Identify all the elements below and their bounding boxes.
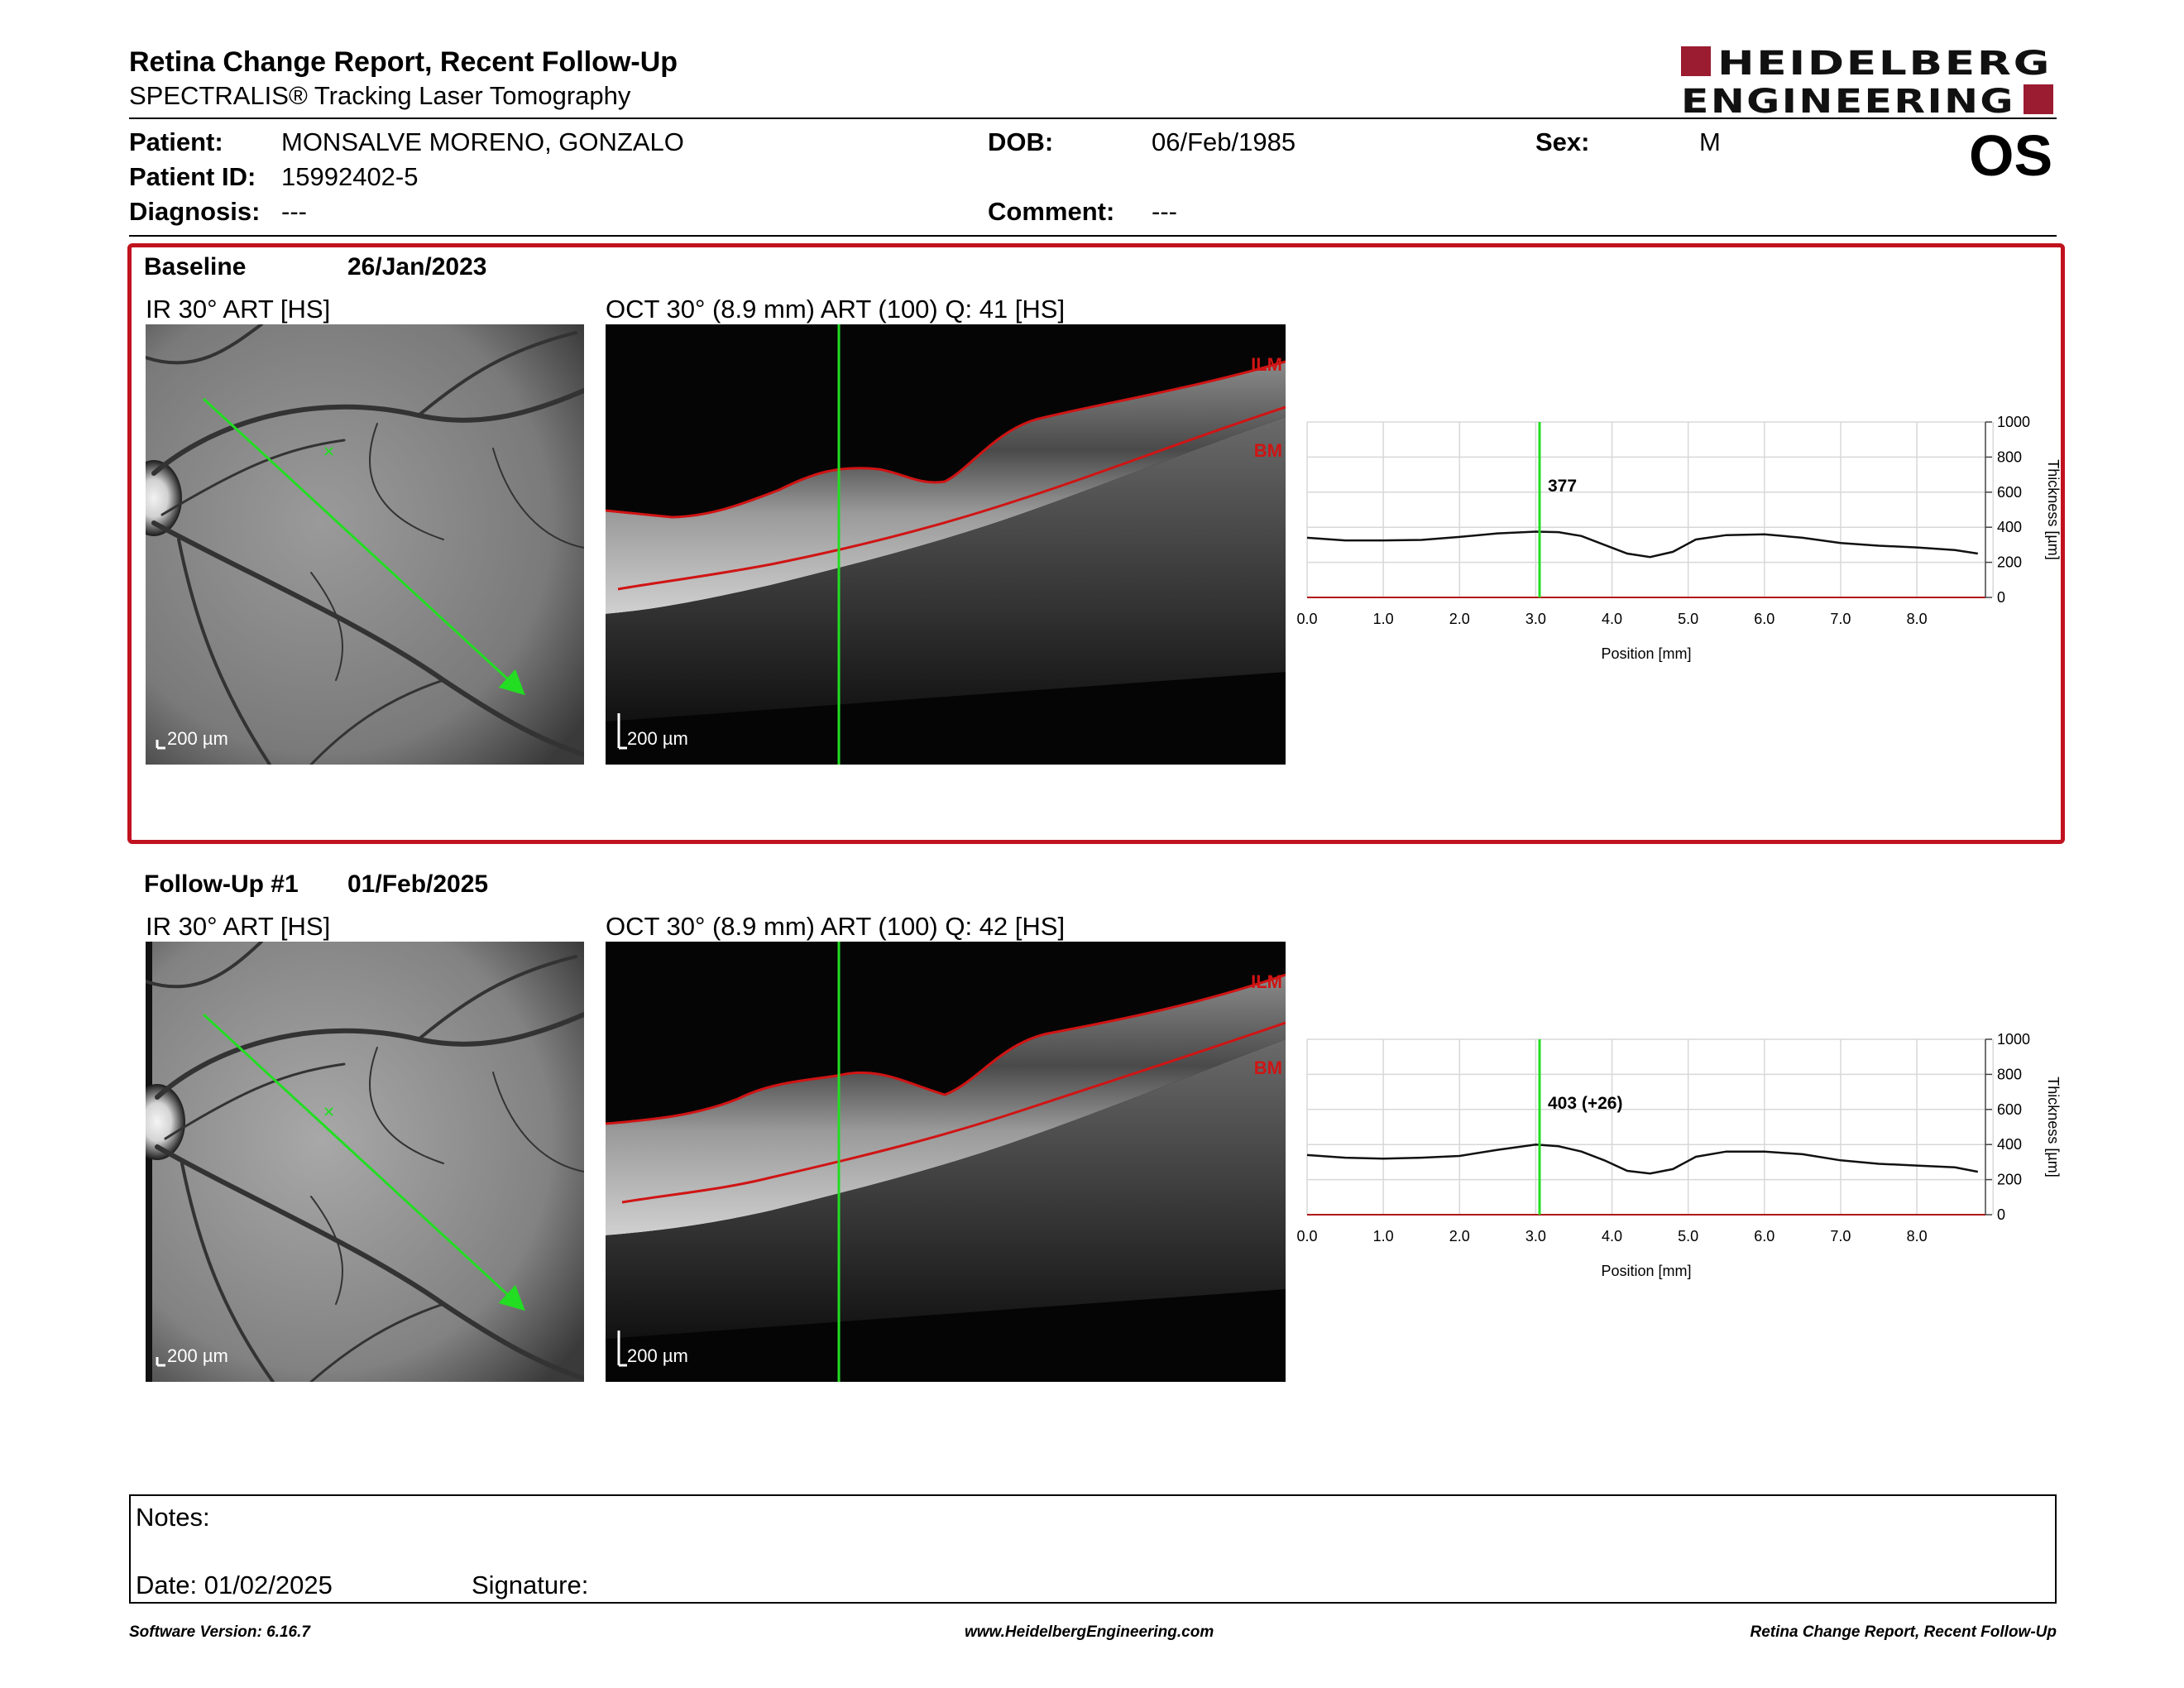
y-axis-label: Thickness [µm] (2045, 1077, 2062, 1177)
followup-ir-image: ✕ 200 µm (146, 942, 584, 1382)
website-link[interactable]: www.HeidelbergEngineering.com (965, 1623, 1214, 1641)
baseline-frame (127, 243, 2065, 844)
x-tick-label: 2.0 (1449, 611, 1470, 627)
x-tick-label: 0.0 (1296, 1228, 1317, 1244)
y-tick-label: 400 (1997, 1136, 2022, 1153)
x-tick-label: 7.0 (1830, 611, 1851, 627)
x-tick-label: 1.0 (1373, 1228, 1394, 1244)
scale-bar-label: 200 µm (627, 1345, 688, 1366)
header-rule (129, 117, 2057, 119)
bm-label: BM (1254, 1057, 1282, 1078)
software-version: Software Version: 6.16.7 (129, 1623, 310, 1641)
x-tick-label: 7.0 (1830, 1228, 1851, 1244)
x-tick-label: 1.0 (1373, 611, 1394, 627)
diagnosis-label: Diagnosis: (129, 197, 261, 226)
heidelberg-logo: HEIDELBERG ENGINEERING (1681, 45, 2053, 116)
sex-value: M (1699, 127, 1721, 156)
optic-disc (146, 1084, 185, 1160)
followup-oct-image: ILM BM 200 µm (606, 942, 1286, 1382)
baseline-title: Baseline (144, 253, 247, 281)
svg-text:✕: ✕ (323, 444, 335, 460)
followup-title: Follow-Up #1 (144, 870, 299, 898)
svg-text:✕: ✕ (323, 1104, 335, 1120)
x-tick-label: 3.0 (1525, 1228, 1546, 1244)
report-title: Retina Change Report, Recent Follow-Up (129, 46, 678, 78)
x-tick-label: 8.0 (1907, 611, 1928, 627)
scan-line (202, 1013, 525, 1312)
y-tick-label: 600 (1997, 484, 2022, 501)
eye-indicator: OS (1969, 123, 2053, 188)
bm-label: BM (1254, 440, 1282, 461)
baseline-thickness-chart: 0 200 400 600 800 1000 0.0 1.0 2.0 3.0 4.0 5.0 6.0 7.… (1296, 414, 2062, 662)
notes-label: Notes: (136, 1503, 210, 1532)
scale-bar-label: 200 µm (627, 728, 688, 749)
x-axis-label: Position [mm] (1601, 645, 1691, 662)
x-tick-label: 6.0 (1754, 1228, 1774, 1244)
patient-id: 15992402-5 (281, 162, 419, 191)
x-tick-label: 5.0 (1678, 611, 1698, 627)
scan-line (202, 397, 525, 696)
sex-label: Sex: (1535, 127, 1590, 156)
notes-box (129, 1494, 2057, 1604)
x-tick-label: 0.0 (1296, 611, 1317, 627)
followup-oct-title: OCT 30° (8.9 mm) ART (100) Q: 42 [HS] (606, 912, 1066, 941)
x-tick-label: 6.0 (1754, 611, 1774, 627)
baseline-ir-title: IR 30° ART [HS] (146, 295, 331, 324)
optic-disc (146, 460, 182, 536)
diagnosis-value: --- (281, 197, 307, 226)
svg-text:ENGINEERING: ENGINEERING (1681, 83, 2015, 116)
y-tick-label: 800 (1997, 1066, 2022, 1082)
marker-value-label: 377 (1548, 477, 1577, 496)
x-tick-label: 8.0 (1907, 1228, 1928, 1244)
thickness-series-line (1306, 530, 1978, 559)
y-tick-label: 0 (1997, 589, 2005, 606)
scale-bar-label: 200 µm (167, 1345, 228, 1366)
baseline-ir-image: ✕ 200 µm (146, 324, 584, 765)
followup-thickness-chart: 0 200 400 600 800 1000 0.0 1.0 2.0 3.0 4.0 5.0 6.0 7.… (1296, 1031, 2062, 1279)
y-tick-label: 1000 (1997, 1031, 2030, 1048)
dob-value: 06/Feb/1985 (1152, 127, 1296, 156)
x-tick-label: 4.0 (1602, 611, 1622, 627)
ilm-label: ILM (1251, 354, 1282, 375)
y-tick-label: 0 (1997, 1206, 2005, 1223)
followup-date: 01/Feb/2025 (347, 870, 489, 898)
patient-rule (129, 235, 2057, 237)
followup-ir-title: IR 30° ART [HS] (146, 912, 331, 941)
y-tick-label: 400 (1997, 519, 2022, 535)
ilm-label: ILM (1251, 971, 1282, 992)
marker-value-label: 403 (+26) (1548, 1094, 1622, 1113)
report-subtitle: SPECTRALIS® Tracking Laser Tomography (129, 81, 631, 110)
y-tick-label: 200 (1997, 554, 2022, 571)
footer-report-name: Retina Change Report, Recent Follow-Up (1750, 1623, 2057, 1641)
scale-bar-label: 200 µm (167, 728, 228, 749)
baseline-oct-image: ILM BM 200 µm (606, 324, 1286, 765)
x-tick-label: 2.0 (1449, 1228, 1470, 1244)
comment-value: --- (1152, 197, 1177, 226)
ilm-line (606, 973, 1286, 1125)
signature-label: Signature: (472, 1571, 589, 1599)
patient-id-label: Patient ID: (129, 162, 256, 191)
baseline-oct-title: OCT 30° (8.9 mm) ART (100) Q: 41 [HS] (606, 295, 1066, 324)
dob-label: DOB: (988, 127, 1054, 156)
y-axis-label: Thickness [µm] (2045, 459, 2062, 559)
baseline-date: 26/Jan/2023 (347, 253, 487, 281)
patient-name: MONSALVE MORENO, GONZALO (281, 127, 684, 156)
svg-text:HEIDELBERG: HEIDELBERG (1717, 45, 2052, 83)
x-tick-label: 4.0 (1602, 1228, 1622, 1244)
date-label: Date: 01/02/2025 (136, 1571, 333, 1599)
x-tick-label: 3.0 (1525, 611, 1546, 627)
bm-line (621, 1021, 1286, 1204)
y-tick-label: 600 (1997, 1101, 2022, 1118)
x-axis-label: Position [mm] (1601, 1263, 1691, 1279)
comment-label: Comment: (988, 197, 1115, 226)
ilm-line (606, 360, 1286, 519)
x-tick-label: 5.0 (1678, 1228, 1698, 1244)
y-tick-label: 200 (1997, 1172, 2022, 1188)
patient-label: Patient: (129, 127, 223, 156)
y-tick-label: 800 (1997, 448, 2022, 465)
y-tick-label: 1000 (1997, 414, 2030, 430)
thickness-series-line (1306, 1143, 1979, 1175)
bm-line (617, 405, 1286, 591)
